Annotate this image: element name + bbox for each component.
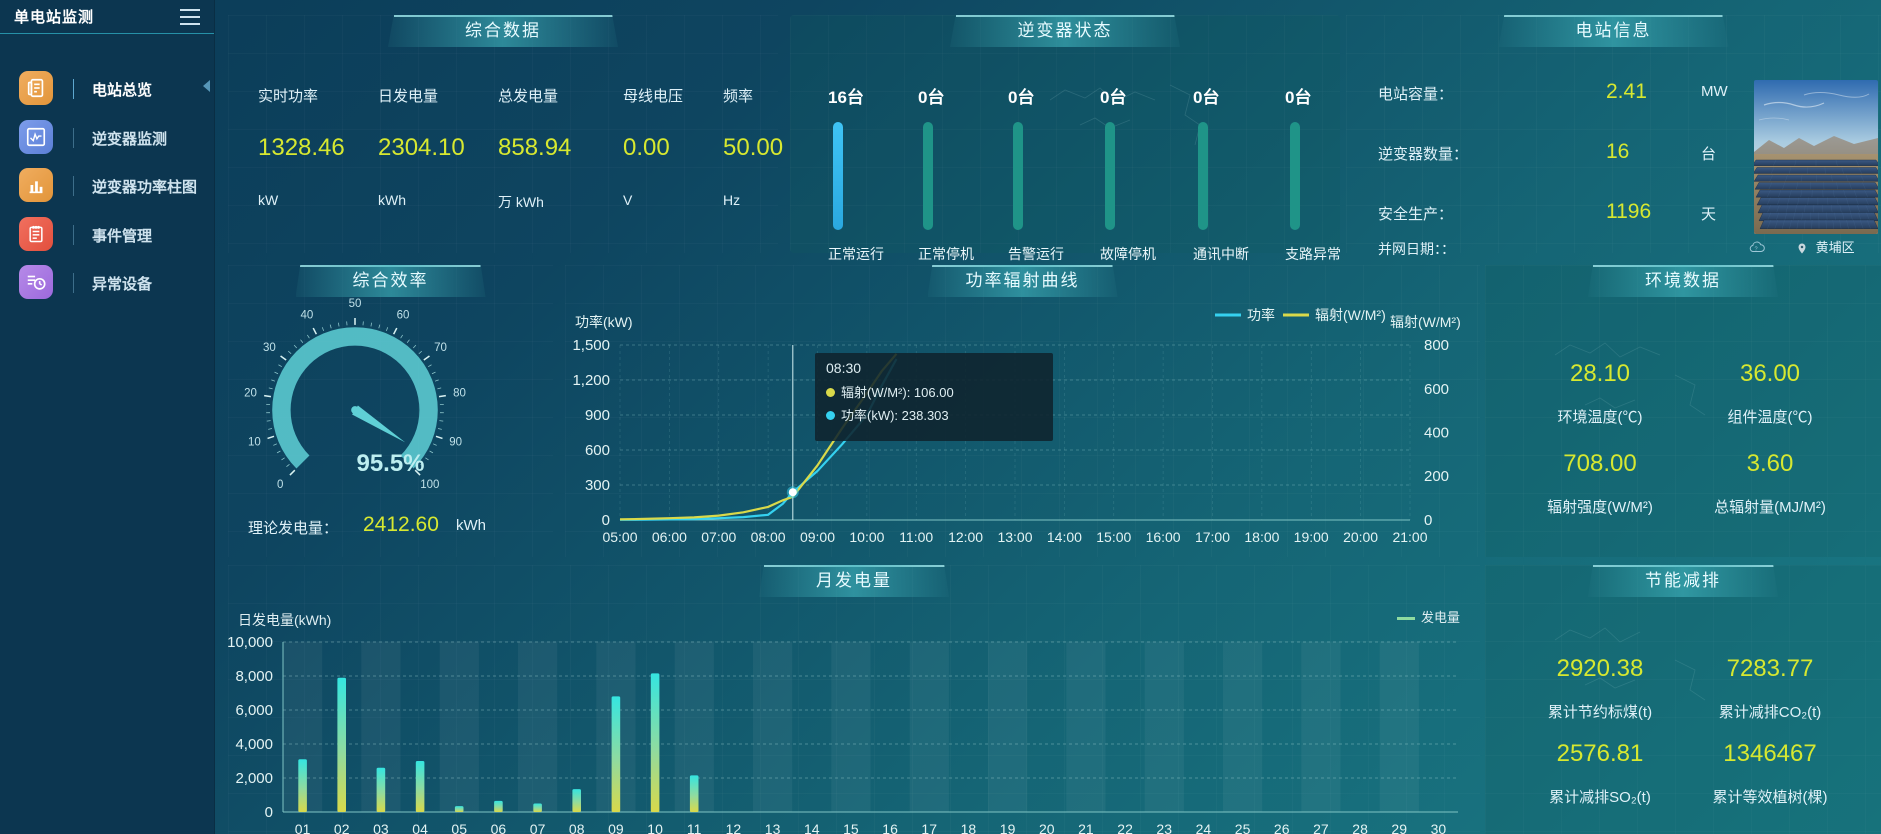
svg-text:900: 900 <box>585 407 610 424</box>
svg-text:20: 20 <box>244 387 257 399</box>
svg-text:1,200: 1,200 <box>572 372 610 389</box>
svg-text:13: 13 <box>765 821 781 834</box>
svg-text:18:00: 18:00 <box>1244 529 1279 545</box>
svg-text:02: 02 <box>334 821 350 834</box>
svg-text:04: 04 <box>412 821 428 834</box>
svg-text:300: 300 <box>585 477 610 494</box>
svg-text:90: 90 <box>449 437 462 449</box>
svg-text:23: 23 <box>1156 821 1172 834</box>
svg-text:26: 26 <box>1274 821 1290 834</box>
svg-text:400: 400 <box>1424 425 1449 442</box>
svg-text:600: 600 <box>1424 381 1449 398</box>
svg-text:21:00: 21:00 <box>1392 529 1427 545</box>
svg-text:09:00: 09:00 <box>800 529 835 545</box>
svg-text:18: 18 <box>961 821 977 834</box>
svg-text:17: 17 <box>921 821 937 834</box>
svg-text:6,000: 6,000 <box>235 702 273 719</box>
svg-text:22: 22 <box>1117 821 1133 834</box>
svg-text:14: 14 <box>804 821 820 834</box>
svg-text:08:00: 08:00 <box>751 529 786 545</box>
svg-text:8,000: 8,000 <box>235 668 273 685</box>
svg-text:0: 0 <box>1424 512 1432 529</box>
svg-text:10,000: 10,000 <box>228 634 273 651</box>
svg-text:200: 200 <box>1424 468 1449 485</box>
svg-text:21: 21 <box>1078 821 1094 834</box>
svg-text:功率(kW): 功率(kW) <box>575 314 633 330</box>
svg-text:0: 0 <box>277 479 283 491</box>
svg-text:辐射(W/M²): 辐射(W/M²) <box>1315 307 1386 323</box>
svg-text:15:00: 15:00 <box>1096 529 1131 545</box>
svg-text:0: 0 <box>265 804 273 821</box>
svg-text:07: 07 <box>530 821 546 834</box>
svg-text:03: 03 <box>373 821 389 834</box>
svg-text:10: 10 <box>248 437 261 449</box>
svg-text:13:00: 13:00 <box>997 529 1032 545</box>
svg-text:1,500: 1,500 <box>572 337 610 354</box>
svg-text:17:00: 17:00 <box>1195 529 1230 545</box>
svg-text:功率: 功率 <box>1247 307 1275 323</box>
svg-text:16:00: 16:00 <box>1146 529 1181 545</box>
svg-text:19:00: 19:00 <box>1294 529 1329 545</box>
svg-text:12:00: 12:00 <box>948 529 983 545</box>
svg-text:11:00: 11:00 <box>899 529 933 545</box>
svg-text:80: 80 <box>453 387 466 399</box>
svg-text:11: 11 <box>687 821 702 834</box>
svg-text:06:00: 06:00 <box>652 529 687 545</box>
svg-text:800: 800 <box>1424 337 1449 354</box>
svg-text:60: 60 <box>397 310 410 322</box>
svg-text:15: 15 <box>843 821 859 834</box>
svg-text:01: 01 <box>295 821 311 834</box>
svg-text:12: 12 <box>726 821 742 834</box>
svg-text:09: 09 <box>608 821 624 834</box>
svg-text:27: 27 <box>1313 821 1329 834</box>
svg-text:28: 28 <box>1352 821 1368 834</box>
svg-text:19: 19 <box>1000 821 1016 834</box>
svg-text:0: 0 <box>602 512 610 529</box>
svg-text:10:00: 10:00 <box>849 529 884 545</box>
svg-text:25: 25 <box>1235 821 1251 834</box>
svg-text:4,000: 4,000 <box>235 736 273 753</box>
svg-text:20: 20 <box>1039 821 1055 834</box>
svg-text:100: 100 <box>420 479 439 491</box>
svg-text:16: 16 <box>882 821 898 834</box>
svg-text:20:00: 20:00 <box>1343 529 1378 545</box>
svg-text:05:00: 05:00 <box>602 529 637 545</box>
svg-text:?: ? <box>1755 246 1758 252</box>
svg-text:2,000: 2,000 <box>235 770 273 787</box>
svg-text:14:00: 14:00 <box>1047 529 1082 545</box>
svg-text:05: 05 <box>451 821 467 834</box>
svg-text:30: 30 <box>1431 821 1447 834</box>
svg-text:08: 08 <box>569 821 585 834</box>
svg-text:30: 30 <box>263 342 276 354</box>
svg-text:29: 29 <box>1391 821 1407 834</box>
svg-text:600: 600 <box>585 442 610 459</box>
svg-text:06: 06 <box>491 821 507 834</box>
svg-text:辐射(W/M²): 辐射(W/M²) <box>1390 314 1461 330</box>
svg-text:40: 40 <box>301 310 314 322</box>
svg-text:10: 10 <box>647 821 663 834</box>
svg-text:50: 50 <box>349 298 362 310</box>
svg-text:24: 24 <box>1196 821 1212 834</box>
svg-text:70: 70 <box>434 342 447 354</box>
svg-text:07:00: 07:00 <box>701 529 736 545</box>
